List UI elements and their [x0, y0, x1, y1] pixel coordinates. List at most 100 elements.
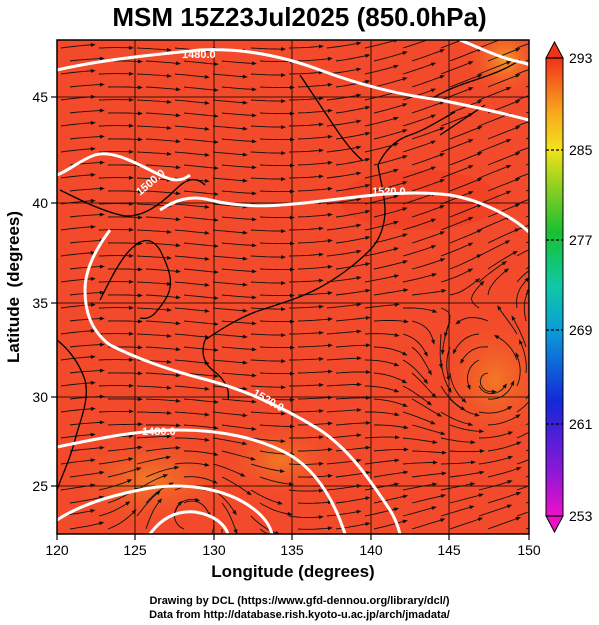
streamline-arrowhead — [213, 348, 219, 352]
streamline-arrowhead — [545, 36, 550, 40]
streamline — [211, 515, 215, 534]
streamline — [440, 461, 473, 465]
streamline-arrowhead — [512, 250, 518, 255]
streamline — [60, 252, 93, 257]
streamline — [212, 125, 245, 130]
streamline — [516, 249, 529, 257]
streamline — [365, 411, 397, 416]
streamline — [402, 63, 434, 75]
streamline — [364, 117, 397, 127]
streamline — [107, 446, 140, 452]
streamline-arrowhead — [476, 229, 483, 234]
streamline-arrowhead — [440, 494, 447, 498]
streamline — [145, 467, 177, 478]
streamline-arrowhead — [402, 77, 408, 81]
streamline-arrowhead — [318, 357, 324, 361]
streamline-arrowhead — [479, 429, 485, 434]
streamline — [212, 73, 245, 78]
streamline-arrowhead — [436, 412, 443, 417]
streamline-arrowhead — [175, 373, 181, 378]
streamline-arrowhead — [515, 516, 521, 521]
streamline — [60, 122, 93, 127]
streamline-arrowhead — [476, 254, 482, 259]
streamline — [335, 397, 369, 400]
streamline — [326, 198, 359, 205]
streamline — [402, 141, 434, 153]
streamline-arrowhead — [365, 262, 371, 267]
streamline-arrowhead — [251, 191, 257, 196]
coast-japan-honshu — [204, 164, 386, 341]
streamline — [411, 179, 443, 192]
streamline-arrowhead — [493, 335, 500, 340]
streamline-arrowhead — [175, 191, 181, 196]
streamline-arrowhead — [318, 122, 324, 127]
streamline-arrowhead — [519, 339, 523, 345]
streamline — [174, 498, 198, 517]
streamline — [402, 411, 434, 424]
streamline — [411, 127, 443, 140]
x-tick-label-150: 150 — [517, 542, 541, 558]
streamline-arrowhead — [136, 467, 142, 471]
streamline-arrowhead — [280, 439, 286, 444]
streamline-arrowhead — [90, 380, 96, 385]
streamline-arrowhead — [431, 273, 437, 277]
streamline-arrowhead — [468, 35, 473, 39]
streamline-arrowhead — [242, 256, 248, 261]
streamline-arrowhead — [365, 105, 371, 110]
streamline — [374, 424, 406, 429]
streamline-arrowhead — [281, 281, 286, 286]
streamline-arrowhead — [166, 307, 172, 312]
streamline-arrowhead — [242, 152, 248, 157]
streamline-arrowhead — [468, 139, 474, 143]
streamline — [259, 86, 293, 89]
y-tick-label-35: 35 — [32, 295, 48, 311]
streamline-arrowhead — [432, 460, 438, 465]
streamline-arrowhead — [128, 331, 134, 336]
streamline — [326, 224, 359, 231]
streamline — [478, 139, 509, 153]
streamline-arrowhead — [477, 126, 483, 130]
contour-low-south — [148, 510, 230, 534]
streamline — [259, 320, 292, 323]
streamline-arrowhead — [393, 64, 399, 69]
streamline-arrowhead — [251, 87, 257, 92]
streamline-arrowhead — [440, 258, 446, 262]
x-axis-label: Longitude (degrees) — [211, 562, 374, 581]
streamline-arrowhead — [280, 411, 286, 416]
streamline — [373, 208, 406, 218]
streamline — [250, 229, 283, 232]
streamline — [478, 505, 510, 517]
streamline — [364, 169, 397, 179]
streamline — [335, 447, 368, 452]
streamline — [298, 448, 330, 452]
streamline-arrowhead — [137, 215, 143, 220]
streamline — [449, 152, 480, 166]
streamline — [478, 432, 511, 439]
streamline-arrowhead — [166, 99, 172, 104]
streamline — [136, 333, 169, 337]
streamline — [183, 268, 216, 273]
streamline — [212, 151, 245, 156]
streamline — [449, 178, 480, 192]
streamline — [478, 113, 509, 127]
streamline-arrowhead — [356, 433, 362, 438]
streamline — [440, 483, 473, 491]
streamline — [289, 436, 322, 439]
streamline — [288, 149, 321, 153]
x-axis-tick-labels: 120 125 130 135 140 145 150 — [45, 542, 541, 558]
streamline — [326, 120, 359, 127]
streamline-arrowhead — [535, 386, 539, 391]
streamline-arrowhead — [403, 470, 409, 475]
streamline-arrowhead — [327, 238, 333, 243]
streamline — [221, 398, 254, 403]
streamline-arrowhead — [446, 376, 451, 382]
streamline — [335, 523, 368, 530]
colorbar-tick-253: 253 — [569, 508, 593, 524]
streamline — [183, 346, 216, 351]
streamline-arrowhead — [365, 236, 371, 240]
streamline — [107, 423, 140, 426]
streamline — [183, 190, 216, 195]
streamline-arrowhead — [430, 166, 437, 171]
streamline-arrowhead — [175, 217, 181, 222]
credit-data: Data from http://database.rish.kyoto-u.a… — [149, 609, 450, 621]
